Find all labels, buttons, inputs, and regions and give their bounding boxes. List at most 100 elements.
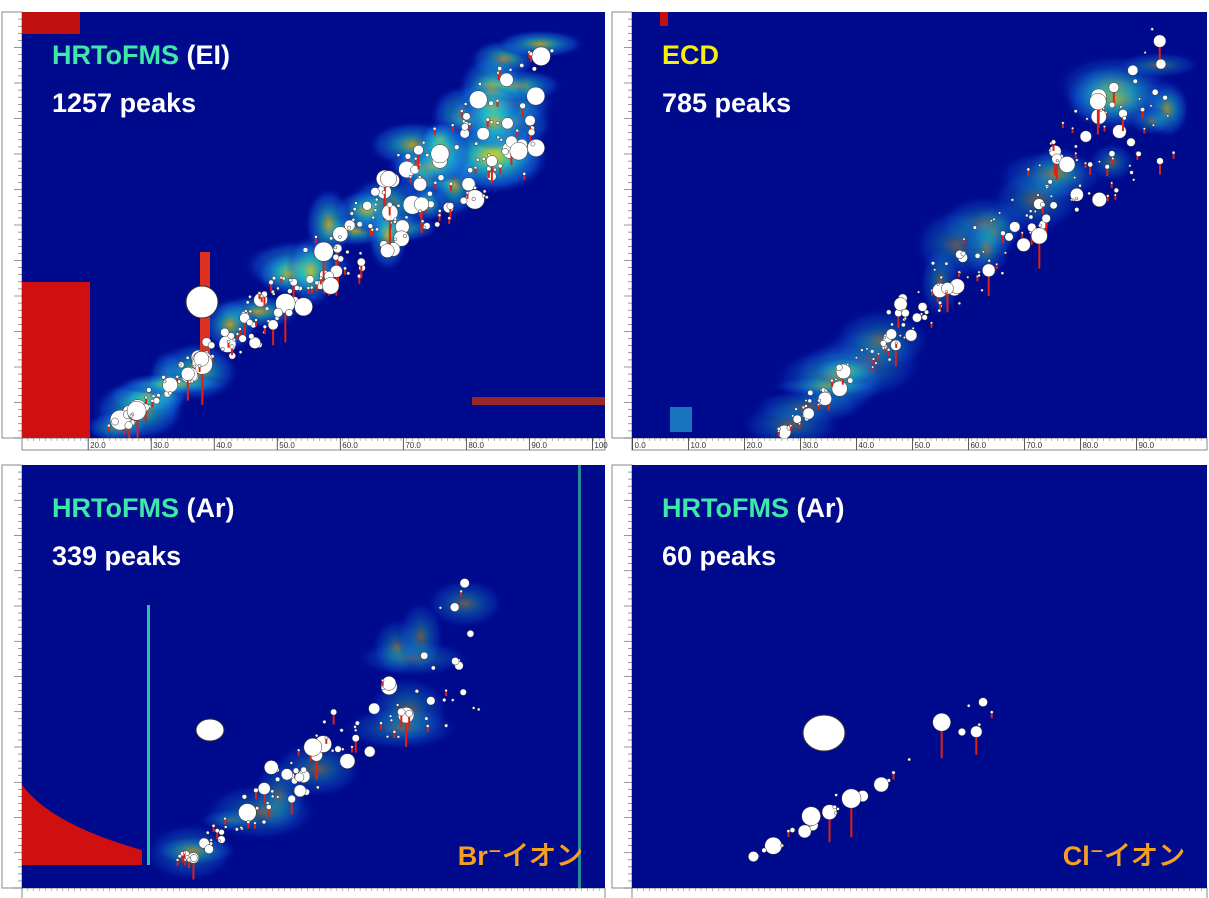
peak bbox=[163, 377, 178, 392]
peak bbox=[431, 666, 435, 670]
peak bbox=[908, 758, 911, 761]
peak bbox=[451, 657, 459, 665]
peak bbox=[1009, 222, 1020, 233]
peak bbox=[1103, 125, 1105, 127]
peak bbox=[1042, 214, 1051, 223]
peak bbox=[297, 749, 300, 752]
peak bbox=[224, 826, 227, 829]
peak bbox=[414, 197, 429, 212]
peak bbox=[1122, 116, 1126, 120]
signal-glow bbox=[1129, 107, 1173, 136]
peak bbox=[439, 606, 442, 609]
x-tick-label: 100 bbox=[594, 441, 608, 450]
peak bbox=[357, 221, 363, 227]
peak bbox=[483, 190, 486, 193]
peak bbox=[314, 235, 317, 238]
peak bbox=[901, 309, 909, 317]
peak bbox=[380, 722, 383, 725]
peak bbox=[1005, 233, 1013, 241]
peak bbox=[194, 351, 209, 366]
ionization-mode: (Ar) bbox=[187, 493, 235, 523]
peak bbox=[466, 191, 469, 194]
peak bbox=[917, 291, 919, 293]
detector-name: HRToFMS bbox=[662, 493, 789, 523]
peak bbox=[875, 362, 878, 365]
peak bbox=[406, 710, 413, 717]
peak bbox=[162, 375, 166, 379]
peak bbox=[1034, 210, 1036, 212]
peak bbox=[1050, 202, 1057, 209]
peak-count: 339 peaks bbox=[52, 541, 181, 571]
peak bbox=[421, 652, 428, 659]
peak bbox=[233, 338, 236, 341]
peak bbox=[472, 197, 476, 201]
peak bbox=[958, 302, 961, 305]
peak bbox=[1037, 194, 1040, 197]
peak bbox=[316, 786, 319, 789]
x-tick-label: 60.0 bbox=[342, 441, 358, 450]
peak bbox=[462, 178, 475, 191]
peak bbox=[438, 209, 441, 212]
peak bbox=[967, 276, 969, 278]
peak bbox=[212, 824, 215, 827]
peak bbox=[341, 748, 344, 751]
peak bbox=[423, 226, 426, 229]
peak bbox=[1172, 151, 1175, 154]
peak bbox=[912, 327, 914, 329]
peak bbox=[1074, 110, 1077, 113]
peak bbox=[382, 191, 386, 195]
peak bbox=[244, 310, 247, 313]
peak bbox=[516, 129, 519, 132]
peak bbox=[419, 210, 422, 213]
peak bbox=[1050, 195, 1052, 197]
peak bbox=[1152, 124, 1154, 126]
peak bbox=[329, 237, 333, 241]
peak bbox=[486, 155, 497, 166]
peak bbox=[1090, 93, 1107, 110]
peak bbox=[781, 844, 784, 847]
peak bbox=[294, 285, 299, 290]
peak bbox=[289, 278, 293, 282]
peak bbox=[306, 275, 314, 283]
peak bbox=[1140, 107, 1144, 111]
peak bbox=[1092, 192, 1107, 207]
peak bbox=[421, 220, 424, 223]
peak bbox=[163, 380, 166, 383]
peak bbox=[382, 676, 396, 690]
peak bbox=[315, 281, 319, 285]
x-tick-label: 70.0 bbox=[1026, 441, 1042, 450]
peak bbox=[354, 725, 357, 728]
peak bbox=[355, 721, 359, 725]
peak bbox=[219, 829, 225, 835]
peak bbox=[190, 854, 197, 861]
peak bbox=[982, 264, 995, 277]
peak bbox=[531, 142, 535, 146]
peak bbox=[890, 323, 893, 326]
peak bbox=[352, 218, 355, 221]
peak bbox=[462, 120, 465, 123]
peak bbox=[387, 202, 392, 207]
peak bbox=[489, 101, 494, 106]
peak bbox=[1153, 35, 1165, 47]
peak bbox=[262, 820, 266, 824]
peak bbox=[803, 408, 814, 419]
column-bleed bbox=[578, 465, 581, 888]
peak bbox=[264, 760, 278, 774]
peak bbox=[1128, 65, 1138, 75]
peak bbox=[496, 121, 499, 124]
peak bbox=[901, 323, 905, 327]
peak bbox=[1098, 160, 1100, 162]
peak bbox=[431, 145, 449, 163]
peak bbox=[290, 762, 293, 765]
peak bbox=[415, 689, 419, 693]
detector-label: ECD bbox=[662, 40, 719, 70]
peak bbox=[493, 168, 496, 171]
peak bbox=[748, 851, 758, 861]
peak bbox=[825, 389, 828, 392]
peak bbox=[204, 845, 213, 854]
peak bbox=[1072, 199, 1074, 201]
peak bbox=[808, 390, 813, 395]
peak bbox=[427, 191, 432, 196]
peak bbox=[990, 711, 993, 714]
solvent-peak bbox=[22, 12, 80, 34]
